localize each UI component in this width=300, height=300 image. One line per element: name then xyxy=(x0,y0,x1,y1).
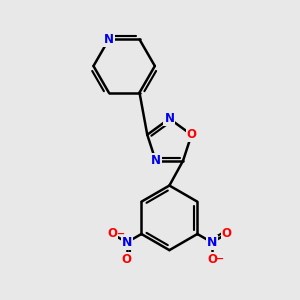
Text: N: N xyxy=(104,33,114,46)
Text: O: O xyxy=(107,227,117,241)
Text: N: N xyxy=(122,236,132,249)
Text: N: N xyxy=(207,236,217,249)
Text: O: O xyxy=(122,253,132,266)
Text: −: − xyxy=(216,254,225,264)
Text: N: N xyxy=(164,112,174,125)
Text: O: O xyxy=(207,253,217,266)
Text: O: O xyxy=(221,227,232,241)
Text: N: N xyxy=(151,154,161,167)
Text: O: O xyxy=(187,128,196,141)
Text: −: − xyxy=(117,229,125,239)
